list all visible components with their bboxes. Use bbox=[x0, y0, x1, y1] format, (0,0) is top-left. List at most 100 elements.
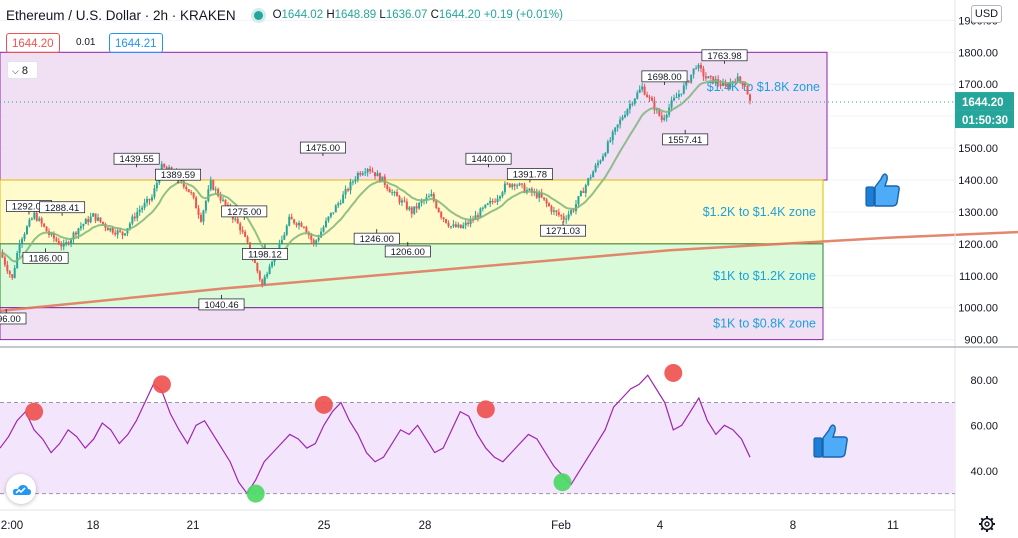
candle-body bbox=[146, 198, 149, 203]
price-label: 1040.46 bbox=[204, 300, 238, 311]
gear-icon[interactable] bbox=[978, 515, 996, 533]
symbol-title[interactable]: Ethereum / U.S. Dollar · 2h · KRAKEN bbox=[6, 7, 236, 23]
candle-body bbox=[616, 124, 619, 128]
candle-body bbox=[236, 218, 239, 224]
candle-body bbox=[133, 216, 136, 219]
candle-body bbox=[435, 200, 438, 209]
overbought-marker bbox=[25, 402, 44, 421]
price-tick-label: 1100.00 bbox=[959, 271, 998, 283]
candle-body bbox=[722, 82, 725, 86]
candle-body bbox=[3, 257, 6, 265]
candle-body bbox=[452, 224, 455, 227]
candle-body bbox=[486, 203, 489, 205]
candle-body bbox=[165, 167, 168, 170]
price-label: 1288.41 bbox=[45, 203, 79, 214]
candle-body bbox=[560, 215, 563, 217]
candle-body bbox=[719, 83, 722, 86]
rsi-tick-label: 60.00 bbox=[970, 420, 998, 432]
candle-body bbox=[222, 199, 225, 201]
price-label: 1246.00 bbox=[360, 234, 394, 245]
candle-body bbox=[403, 200, 406, 202]
candle-body bbox=[459, 224, 462, 229]
candle-body bbox=[21, 238, 24, 244]
candle-body bbox=[658, 109, 661, 116]
candle-body bbox=[280, 239, 283, 244]
time-tick-label: 4 bbox=[657, 520, 664, 532]
price-tick-label: 1500.00 bbox=[958, 143, 998, 155]
candle-body bbox=[724, 82, 727, 86]
candle-body bbox=[150, 197, 153, 201]
currency-button[interactable]: USD bbox=[971, 5, 1002, 23]
candle-body bbox=[60, 244, 63, 247]
candle-body bbox=[374, 172, 376, 177]
price-label-box bbox=[540, 224, 586, 237]
candle-body bbox=[30, 218, 33, 220]
price-label: 1271.03 bbox=[546, 226, 580, 237]
price-label: 1389.59 bbox=[161, 170, 195, 181]
candle-body bbox=[543, 197, 546, 200]
candle-body bbox=[410, 207, 413, 214]
candle-body bbox=[445, 219, 448, 223]
candle-body bbox=[300, 222, 303, 227]
candle-body bbox=[256, 262, 259, 272]
buy-price-button[interactable]: 1644.21 bbox=[109, 33, 163, 53]
zone-rect bbox=[0, 307, 824, 341]
candle-body bbox=[503, 183, 506, 193]
candle-body bbox=[670, 100, 673, 108]
sell-price-button[interactable]: 1644.20 bbox=[6, 33, 60, 53]
candle-body bbox=[476, 215, 479, 218]
price-label-box bbox=[641, 70, 688, 83]
candle-body bbox=[25, 226, 28, 235]
candle-body bbox=[396, 192, 399, 197]
candle-body bbox=[695, 68, 698, 70]
candle-body bbox=[597, 162, 600, 166]
price-label-box bbox=[155, 168, 201, 181]
price-label-box bbox=[662, 133, 709, 146]
candle-body bbox=[187, 189, 190, 193]
price-label: 1440.00 bbox=[471, 154, 505, 165]
candle-body bbox=[557, 212, 560, 216]
candle-body bbox=[680, 93, 683, 95]
candle-body bbox=[685, 80, 688, 86]
candle-body bbox=[464, 222, 467, 226]
oversold-marker bbox=[246, 484, 265, 503]
candle-body bbox=[624, 114, 626, 118]
candle-body bbox=[13, 268, 16, 278]
indicators-toggle[interactable]: ⌵ 8 bbox=[7, 61, 38, 79]
price-tick-label: 1700.00 bbox=[958, 79, 998, 91]
countdown-label: 01:50:30 bbox=[962, 115, 1008, 127]
candle-body bbox=[45, 226, 48, 232]
candle-body bbox=[212, 180, 215, 190]
candle-body bbox=[712, 76, 715, 84]
price-label: 1206.00 bbox=[391, 247, 425, 258]
candle-body bbox=[506, 183, 509, 185]
candle-body bbox=[521, 183, 524, 185]
candle-body bbox=[28, 219, 31, 227]
tradingview-logo[interactable] bbox=[6, 474, 36, 504]
thumbs-up-icon bbox=[813, 424, 848, 458]
candle-body bbox=[535, 191, 538, 198]
price-label-box bbox=[113, 152, 160, 165]
overbought-marker bbox=[664, 363, 683, 382]
candle-body bbox=[128, 223, 131, 229]
candle-body bbox=[499, 196, 501, 199]
price-label-box bbox=[353, 232, 400, 245]
candle-body bbox=[207, 189, 210, 201]
candle-body bbox=[298, 222, 301, 226]
candle-body bbox=[663, 117, 666, 120]
candle-body bbox=[400, 200, 403, 203]
candle-body bbox=[369, 169, 372, 172]
candle-body bbox=[692, 68, 695, 75]
candle-body bbox=[126, 228, 129, 234]
price-tick-label: 1200.00 bbox=[958, 239, 998, 251]
candle-body bbox=[121, 231, 124, 236]
zone-label: $1K to $1.2K zone bbox=[713, 269, 816, 283]
candle-body bbox=[518, 183, 521, 186]
rsi-line bbox=[0, 374, 751, 495]
candle-body bbox=[646, 94, 649, 98]
price-label-box bbox=[39, 201, 86, 214]
candle-body bbox=[239, 223, 242, 231]
candle-body bbox=[437, 208, 440, 213]
price-label: 996.00 bbox=[0, 314, 21, 325]
